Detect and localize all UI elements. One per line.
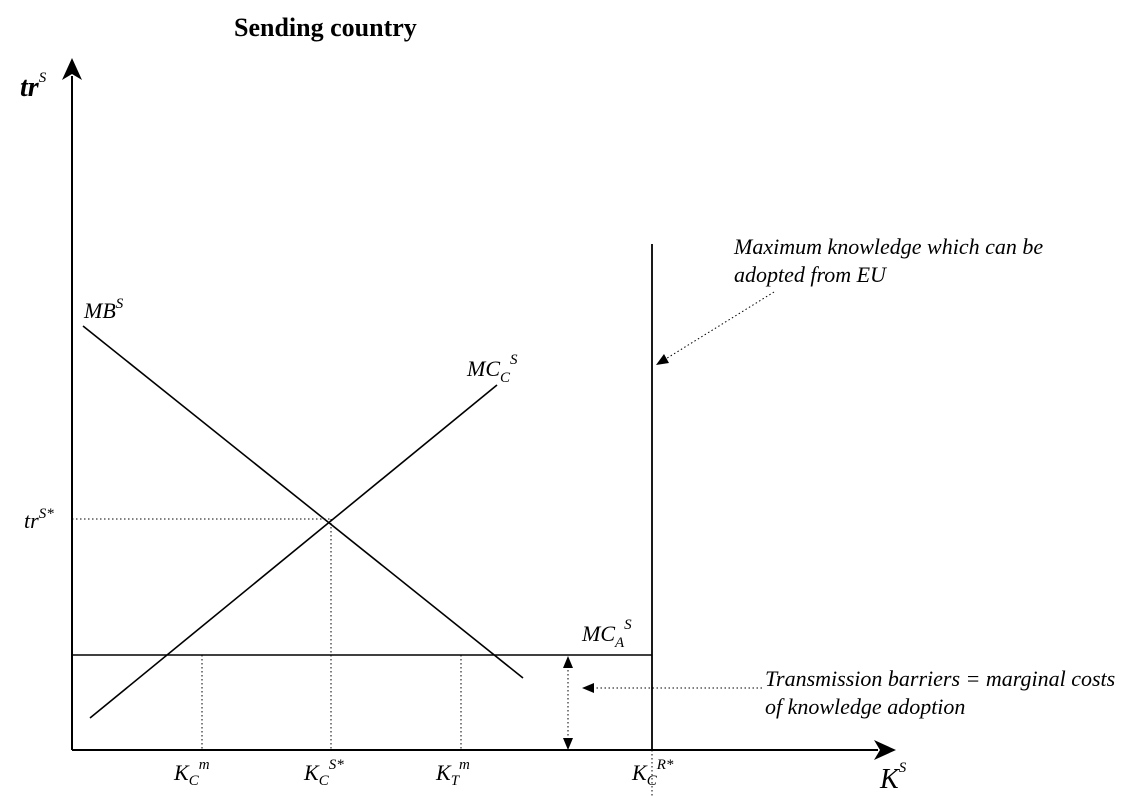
- barrier-arrowhead-bottom: [563, 738, 573, 750]
- mca-label: MCAS: [581, 617, 632, 651]
- x-axis-label: KS: [879, 760, 907, 795]
- barrier-pointer-arrowhead: [582, 683, 594, 693]
- x-axis-arrowhead: [874, 740, 896, 760]
- y-axis-label: trS: [20, 70, 47, 103]
- diagram-title: Sending country: [234, 13, 417, 42]
- max-knowledge-note-line2: adopted from EU: [734, 262, 888, 287]
- y-tick-tr-star: trS*: [24, 506, 54, 533]
- mb-curve: [82, 325, 524, 679]
- mb-label: MBS: [83, 296, 124, 323]
- mcc-curve: [89, 384, 498, 719]
- max-knowledge-note-line1: Maximum knowledge which can be: [733, 234, 1043, 259]
- barrier-arrowhead-top: [563, 656, 573, 668]
- mcc-label: MCCS: [466, 352, 518, 386]
- max-knowledge-pointer-arrowhead: [656, 354, 669, 365]
- y-axis-arrowhead: [62, 58, 82, 80]
- x-tick-kcm: KCm: [173, 757, 210, 789]
- x-tick-kcs-star: KCS*: [303, 757, 344, 789]
- max-knowledge-pointer-line: [663, 291, 775, 361]
- x-tick-kcr-star: KCR*: [631, 757, 674, 789]
- x-tick-ktm: KTm: [435, 757, 470, 789]
- barriers-note-line2: of knowledge adoption: [765, 694, 965, 719]
- barriers-note-line1: Transmission barriers = marginal costs: [765, 666, 1115, 691]
